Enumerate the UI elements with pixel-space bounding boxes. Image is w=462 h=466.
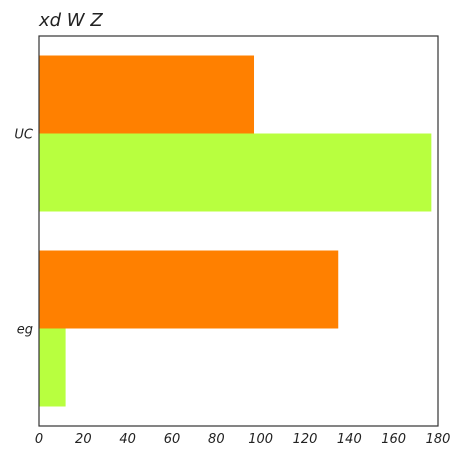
x-tick-label-180: 180	[426, 432, 451, 447]
bar-UC-series-2	[39, 133, 432, 212]
bar-eg-series-2	[39, 328, 66, 407]
x-tick-label-40: 40	[119, 432, 136, 447]
bar-eg-series-1	[39, 250, 339, 329]
y-tick-label-eg: eg	[17, 323, 33, 338]
chart-title: xd W Z	[38, 10, 103, 31]
x-tick-label-20: 20	[75, 432, 92, 447]
plot-frame	[38, 35, 439, 427]
y-tick-label-UC: UC	[14, 128, 34, 143]
x-tick-label-140: 140	[337, 432, 362, 447]
y-axis: UC eg	[14, 128, 34, 338]
bar-UC-series-1	[39, 55, 255, 134]
bars-layer	[39, 55, 432, 407]
x-tick-label-120: 120	[293, 432, 318, 447]
x-tick-label-160: 160	[381, 432, 406, 447]
x-axis: 0 20 40 60 80 100 120 140 160 180	[35, 432, 451, 447]
x-tick-label-100: 100	[248, 432, 273, 447]
x-tick-label-60: 60	[164, 432, 181, 447]
x-tick-label-80: 80	[208, 432, 225, 447]
x-tick-label-0: 0	[35, 432, 43, 447]
